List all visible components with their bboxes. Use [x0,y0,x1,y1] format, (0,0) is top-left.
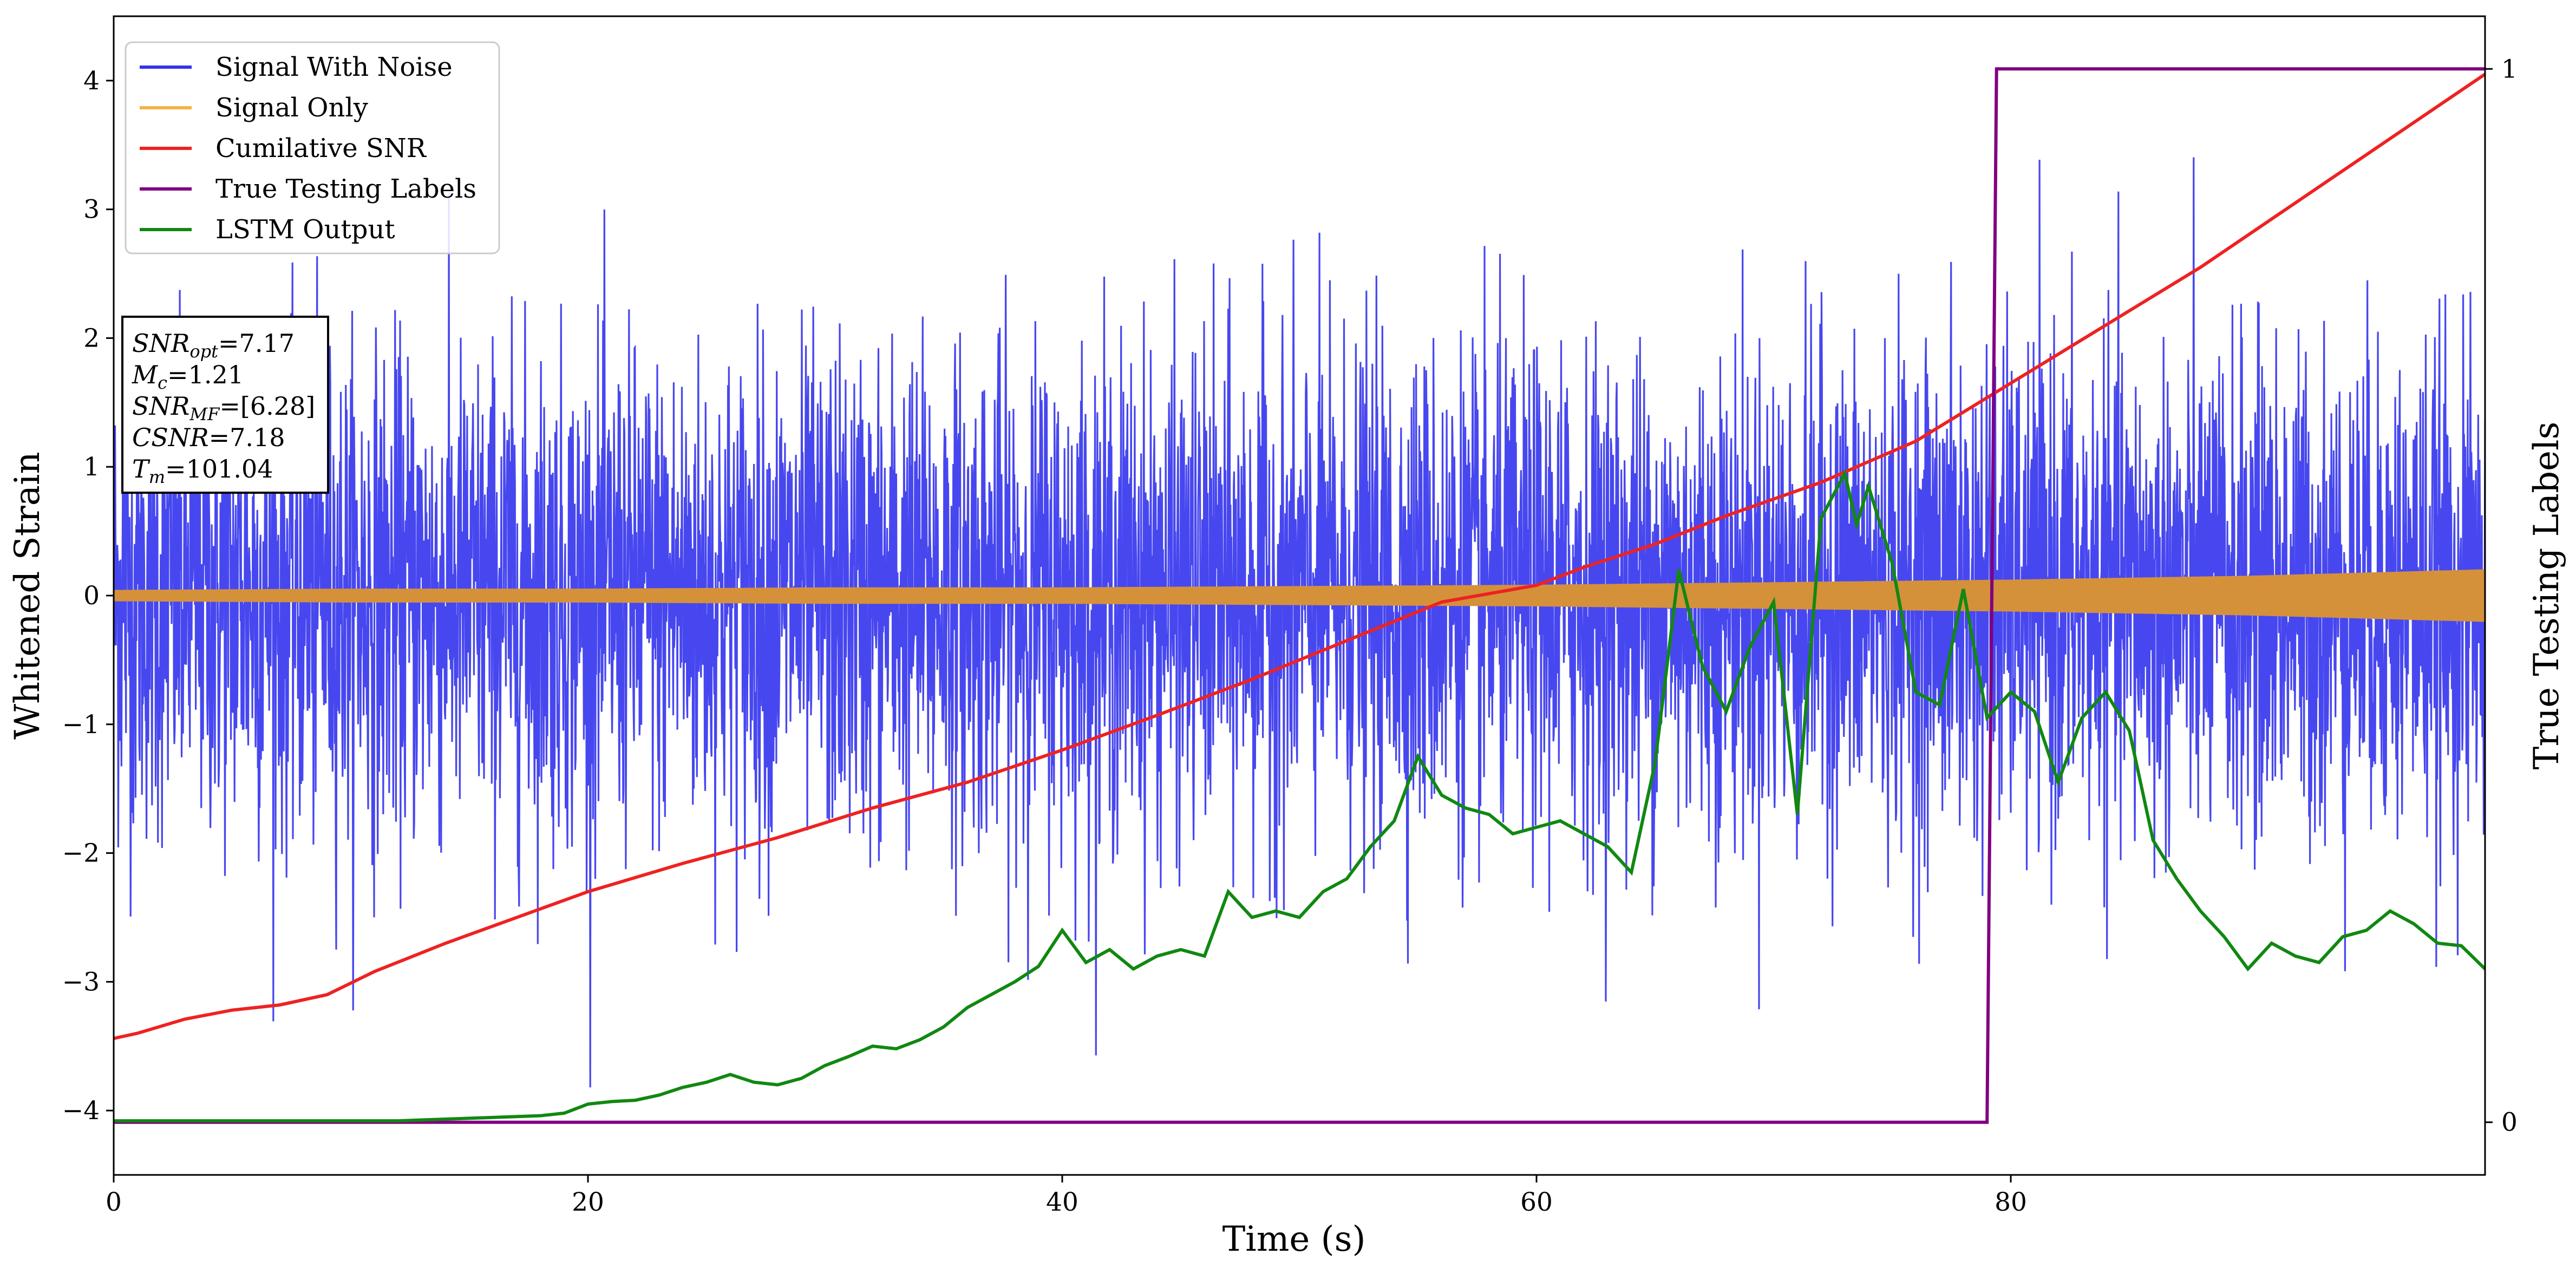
series-signal-only [114,569,2485,622]
annotation-line: Tm=101.04 [132,454,273,487]
annotation-symbol: T [132,454,151,484]
legend-frame [125,41,500,254]
y2-tick-label: 1 [2501,54,2518,84]
y2-tick-label: 0 [2501,1108,2518,1138]
legend-label: True Testing Labels [215,174,476,204]
annotation-line: SNRopt=7.17 [132,329,295,362]
y-tick-label: −4 [62,1096,100,1126]
y-tick-label: −2 [62,839,100,868]
x-tick-label: 80 [1995,1187,2027,1217]
y-tick-label: −1 [62,710,100,740]
legend-label: Signal With Noise [215,52,453,82]
annotation-subscript: MF [189,404,220,424]
y-tick-label: 2 [83,323,100,353]
y-tick-label: 4 [83,66,100,96]
x-tick-label: 60 [1520,1187,1553,1217]
series-true-testing-labels [114,67,2485,1124]
y-tick-label: 0 [83,581,100,611]
x-tick-label: 0 [106,1187,122,1217]
x-axis-label: Time (s) [1222,1219,1366,1259]
x-tick-label: 20 [572,1187,604,1217]
legend: Signal With Noise Signal Only Cumilative S… [125,41,500,254]
legend-label: Cumilative SNR [215,133,427,164]
annotation-line: CSNR=7.18 [132,423,285,452]
y2-axis-label: True Testing Labels [2527,422,2567,770]
y-tick-label: 3 [83,195,100,225]
annotation-symbol: SNR [132,391,189,421]
y-axis-label: Whitened Strain [8,452,48,739]
legend-label: Signal Only [215,93,368,123]
annotation-value: =101.04 [165,454,273,484]
x-tick-label: 40 [1046,1187,1078,1217]
legend-label: LSTM Output [215,214,395,245]
annotation-symbol: CSNR [132,423,209,452]
annotation-line: Mc=1.21 [132,360,244,393]
y-tick-label: 1 [83,452,100,482]
series-cumilative-snr [114,73,2485,1040]
annotation-subscript: opt [189,341,218,362]
annotation-value: =7.17 [218,329,295,358]
annotation-symbol: SNR [132,329,189,358]
y-tick-label: −3 [62,967,100,997]
series-layer [114,67,2485,1124]
annotation-symbol: M [132,360,159,389]
annotation-frame [121,316,329,494]
annotation-value: =7.18 [209,423,285,452]
annotation-box: SNRopt=7.17Mc=1.21SNRMF=[6.28]CSNR=7.18T… [121,316,329,494]
annotation-value: =1.21 [167,360,244,389]
annotation-line: SNRMF=[6.28] [132,391,315,424]
annotation-subscript: c [158,373,167,393]
annotation-subscript: m [149,467,165,487]
annotation-value: =[6.28] [219,391,315,421]
series-lstm-output [114,468,2485,1123]
